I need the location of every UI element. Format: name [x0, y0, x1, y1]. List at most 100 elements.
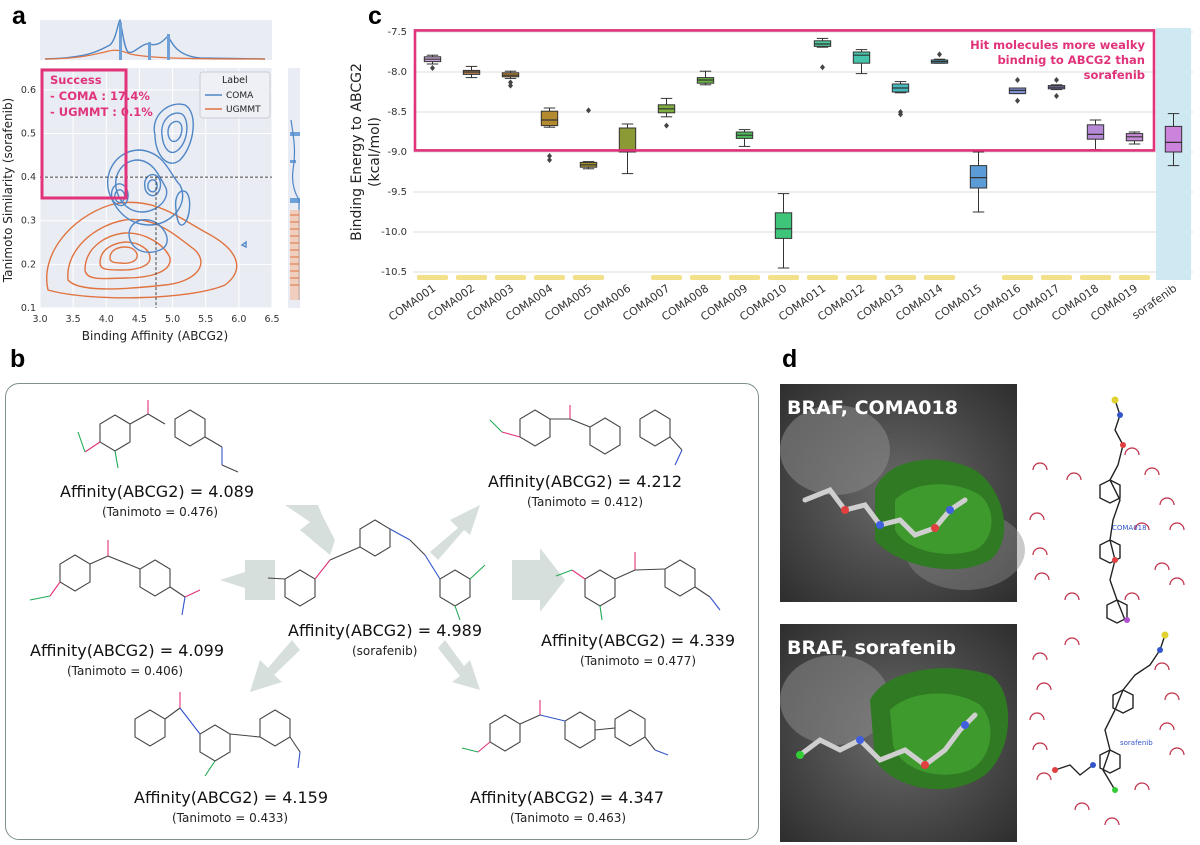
molecule-1-tanimoto: (Tanimoto = 0.476) — [102, 505, 219, 519]
panel-b-arrows — [220, 505, 565, 692]
box-outlier — [1054, 77, 1059, 83]
a-xtick-label: 6.0 — [231, 314, 246, 325]
top-marginal-hist-bar — [167, 34, 170, 60]
legend-title: Label — [222, 75, 248, 86]
right-marginal-hist-bar — [290, 132, 300, 136]
a-xtick-label: 3.0 — [32, 314, 47, 325]
a-xtick-label: 3.5 — [66, 314, 81, 325]
legend-coma-label: COMA — [226, 91, 254, 101]
molecule-4-affinity: Affinity(ABCG2) = 4.339 — [541, 631, 735, 650]
box-COMA015 — [969, 165, 988, 189]
right-marginal-hist-bar — [290, 198, 300, 203]
molecule-5-tanimoto: (Tanimoto = 0.433) — [172, 811, 289, 825]
molecule-2-affinity: Affinity(ABCG2) = 4.212 — [488, 472, 682, 491]
c-baseline-marker — [650, 275, 683, 280]
hit-annotation-line1: Hit molecules more wealky — [970, 38, 1145, 52]
panel-a-ticks: 3.0 3.5 4.0 4.5 5.0 5.5 6.0 6.5 0.1 0.2 0.3 0.4 0.5 0… — [21, 85, 280, 325]
top-marginal-ugmmt-curve — [44, 49, 266, 60]
box-outlier — [664, 122, 669, 129]
a-ytick-label: 0.5 — [21, 128, 36, 139]
panel-a-xlabel: Binding Affinity (ABCG2) — [82, 329, 228, 343]
molecule-1-structure — [77, 400, 239, 473]
box-outlier — [820, 64, 825, 71]
c-baseline-marker — [1001, 275, 1034, 280]
c-ytick-label: -10.5 — [381, 267, 407, 278]
panel-b-frame — [5, 383, 759, 840]
c-baseline-marker — [767, 275, 800, 280]
arrow-up-left — [285, 505, 335, 555]
c-baseline-marker — [806, 275, 839, 280]
c-ytick-label: -10.0 — [381, 227, 407, 238]
c-baseline-marker — [1079, 275, 1112, 280]
success-ugmmt: - UGMMT : 0.1% — [50, 105, 153, 119]
center-affinity: Affinity(ABCG2) = 4.989 — [288, 621, 482, 640]
success-title: Success — [50, 73, 102, 87]
arrow-left — [220, 560, 275, 600]
legend: Label COMA UGMMT — [199, 71, 271, 119]
panel-a-joint-kde-plot: Success - COMA : 17.4% - UGMMT : 0.1% La… — [1, 18, 300, 343]
c-ytick-label: -9.0 — [387, 147, 407, 158]
c-baseline-marker — [1118, 275, 1151, 280]
molecule-3-structure — [29, 540, 201, 616]
box-outlier — [937, 51, 942, 58]
panel-b-molecule-diagram — [29, 400, 721, 777]
c-baseline-marker — [923, 275, 956, 280]
sorafenib-interaction-diagram: sorafenib — [1029, 631, 1185, 826]
c-baseline-marker — [845, 275, 878, 280]
box-sorafenib — [1164, 125, 1183, 153]
c-ytick-label: -8.0 — [387, 67, 407, 78]
c-baseline-marker — [533, 275, 566, 280]
panel-label-d: d — [782, 345, 798, 373]
c-ytick-label: -8.5 — [387, 107, 407, 118]
c-ytick-label: -7.5 — [387, 27, 407, 38]
arrow-down-left — [250, 640, 300, 692]
center-label: (sorafenib) — [352, 644, 418, 658]
top-marginal-hist-bar — [119, 22, 122, 60]
a-xtick-label: 5.0 — [165, 314, 180, 325]
molecule-3-affinity: Affinity(ABCG2) = 4.099 — [30, 641, 224, 660]
c-baseline-marker — [455, 275, 488, 280]
box-outlier — [586, 107, 591, 114]
top-marginal-background — [40, 20, 272, 60]
panel-d-docking-images: BRAF, COMA018 BRAF, sorafenib COMA018 — [780, 384, 1185, 842]
box-COMA012 — [852, 51, 871, 64]
c-baseline-marker — [728, 275, 761, 280]
sorafenib-ligand-label: sorafenib — [1120, 739, 1153, 747]
c-baseline-marker — [416, 275, 449, 280]
a-ytick-label: 0.2 — [21, 259, 36, 270]
box-outlier — [430, 65, 435, 71]
c-baseline-markers — [416, 275, 1151, 280]
molecule-4-tanimoto: (Tanimoto = 0.477) — [580, 654, 697, 668]
center-molecule-structure — [267, 519, 486, 621]
box-outlier — [1054, 93, 1059, 99]
coma018-ligand-label: COMA018 — [1112, 524, 1147, 532]
a-xtick-label: 4.0 — [99, 314, 114, 325]
c-ylabel-line2: (kcal/mol) — [367, 117, 383, 187]
c-xtick-label: sorafenib — [1130, 282, 1180, 322]
panel-label-c: c — [368, 2, 382, 30]
box-COMA006 — [618, 127, 637, 153]
legend-ugmmt-label: UGMMT — [226, 105, 261, 115]
molecule-5-affinity: Affinity(ABCG2) = 4.159 — [134, 788, 328, 807]
right-marginal-hist-bar — [290, 160, 296, 163]
arrow-down-right — [438, 640, 480, 690]
bottom-image-title: BRAF, sorafenib — [787, 637, 956, 659]
success-coma: - COMA : 17.4% — [50, 89, 150, 103]
coma018-interaction-diagram: COMA018 — [1029, 396, 1185, 624]
panel-c-box-plot: Hit molecules more wealky bindnig to ABC… — [349, 27, 1193, 324]
braf-sorafenib-surface-image — [780, 624, 1017, 842]
right-marginal-ugmmt-hatch — [290, 210, 300, 300]
panel-label-a: a — [12, 2, 26, 30]
hit-region-box — [413, 29, 1156, 152]
a-ytick-label: 0.1 — [21, 303, 36, 314]
coma-kde-contours — [106, 103, 247, 253]
molecule-4-structure — [555, 552, 721, 621]
a-xtick-label: 5.5 — [198, 314, 213, 325]
molecule-6-tanimoto: (Tanimoto = 0.463) — [510, 811, 627, 825]
box-outlier — [508, 79, 513, 86]
molecule-5-structure — [134, 692, 301, 777]
box-outlier — [1015, 77, 1020, 83]
box-COMA010 — [774, 212, 793, 239]
box-outlier — [1015, 97, 1020, 104]
c-baseline-marker — [689, 275, 722, 280]
